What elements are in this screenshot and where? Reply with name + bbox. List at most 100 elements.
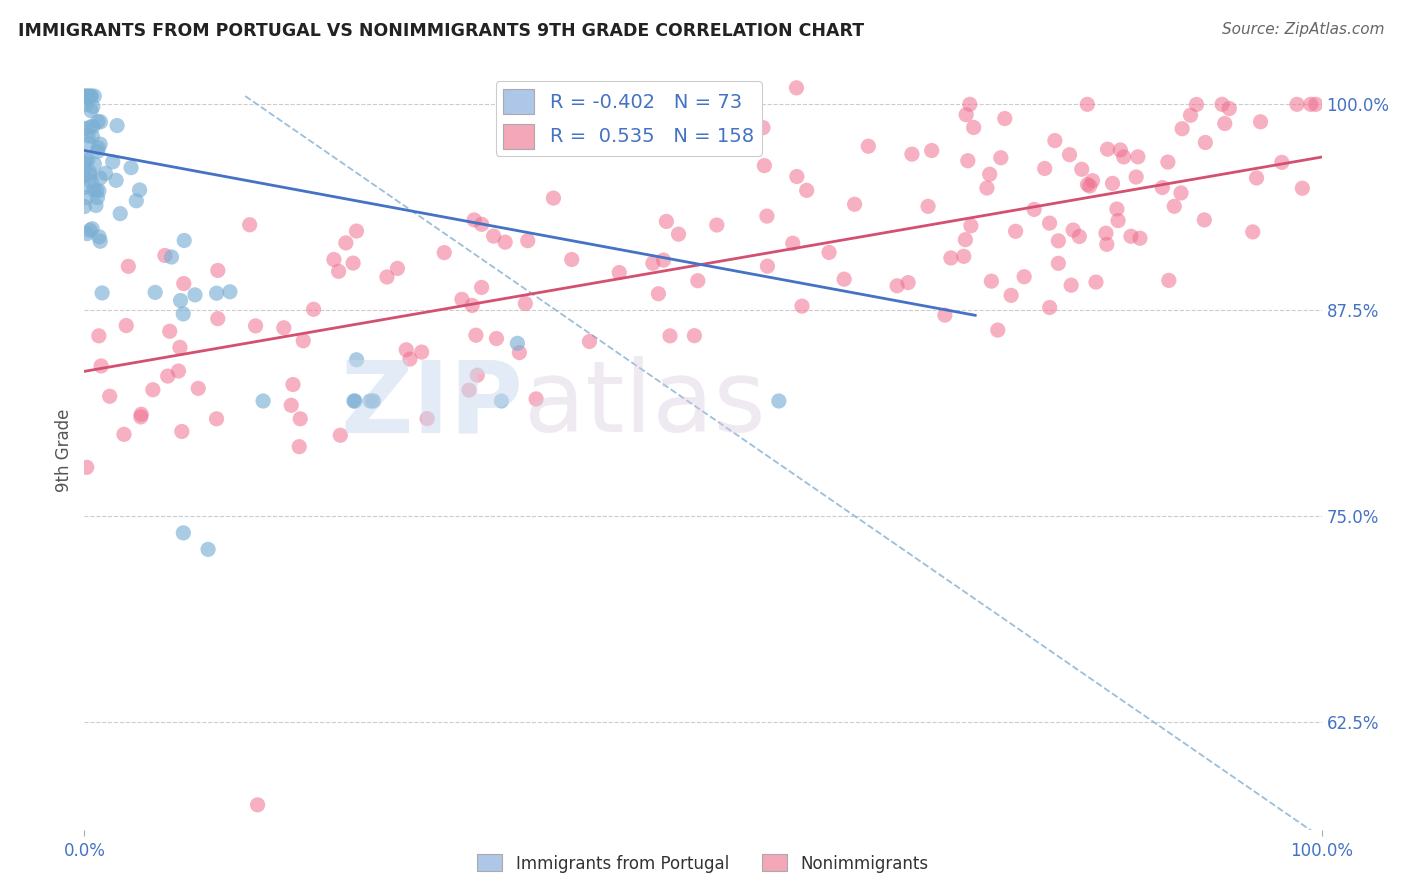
Point [75,153,97,167]
Point [755,209,778,223]
Point [187,381,209,395]
Point [668,227,690,241]
Point [1125,169,1147,184]
Point [90,359,112,373]
Point [125,194,148,208]
Point [832,272,855,286]
Point [655,214,678,228]
Point [101,154,124,169]
Point [290,412,312,426]
Point [84,198,107,212]
Point [494,235,516,249]
Point [94,166,117,180]
Point [786,169,808,184]
Point [79,169,101,183]
Point [77,89,100,103]
Point [451,293,474,307]
Point [328,264,350,278]
Point [73,156,96,170]
Point [1078,179,1101,194]
Point [1101,177,1123,191]
Point [1180,108,1202,122]
Point [921,144,943,158]
Point [82,120,104,134]
Point [1047,256,1070,270]
Point [160,250,183,264]
Point [205,412,228,426]
Text: atlas: atlas [523,357,765,453]
Point [197,542,219,557]
Point [1211,97,1233,112]
Point [1070,162,1092,177]
Point [169,340,191,354]
Point [82,129,104,144]
Point [159,324,181,338]
Point [1163,199,1185,213]
Point [1157,273,1180,287]
Legend: R = -0.402   N = 73, R =  0.535   N = 158: R = -0.402 N = 73, R = 0.535 N = 158 [495,81,762,156]
Point [1085,275,1108,289]
Point [361,394,384,409]
Point [82,99,104,113]
Point [659,329,682,343]
Point [87,184,110,198]
Point [1097,142,1119,156]
Point [288,440,311,454]
Point [706,218,728,232]
Point [292,334,315,348]
Point [471,217,494,231]
Point [1171,121,1194,136]
Point [768,394,790,409]
Point [1194,213,1216,227]
Point [897,276,920,290]
Point [754,159,776,173]
Point [273,321,295,335]
Point [173,277,195,291]
Point [955,108,977,122]
Point [1305,97,1327,112]
Point [543,191,565,205]
Point [75,97,97,112]
Point [80,175,103,189]
Point [934,308,956,322]
Text: Source: ZipAtlas.com: Source: ZipAtlas.com [1222,22,1385,37]
Point [458,383,481,397]
Point [485,332,508,346]
Point [1107,213,1129,227]
Point [561,252,583,267]
Point [464,328,486,343]
Point [1076,97,1098,112]
Point [86,183,108,197]
Point [129,409,152,424]
Point [98,389,121,403]
Point [858,139,880,153]
Point [578,334,600,349]
Point [346,224,368,238]
Point [246,797,269,812]
Point [683,328,706,343]
Point [785,80,807,95]
Point [652,253,675,268]
Point [323,252,346,267]
Point [86,145,108,159]
Point [156,369,179,384]
Point [82,221,104,235]
Point [80,89,103,103]
Point [1095,237,1118,252]
Point [346,352,368,367]
Point [1271,155,1294,169]
Point [1000,288,1022,302]
Point [491,394,513,409]
Point [461,298,484,312]
Point [990,151,1012,165]
Point [245,318,267,333]
Point [1062,223,1084,237]
Point [482,229,505,244]
Point [980,274,1002,288]
Point [399,352,422,367]
Point [252,394,274,409]
Point [115,318,138,333]
Point [239,218,262,232]
Point [205,286,228,301]
Point [129,407,152,421]
